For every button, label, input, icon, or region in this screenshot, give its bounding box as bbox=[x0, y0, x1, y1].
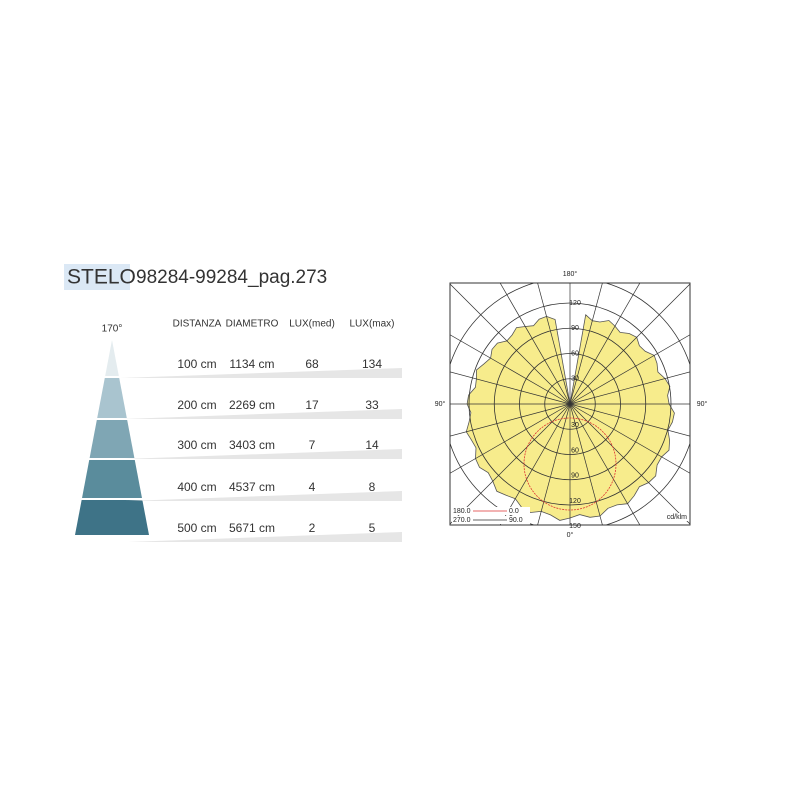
pyramid-band bbox=[82, 460, 142, 498]
unit-bg bbox=[662, 513, 688, 521]
table-cell: 4 bbox=[309, 480, 316, 494]
table-cell: 68 bbox=[305, 357, 319, 371]
table-cell: 2269 cm bbox=[229, 398, 275, 412]
column-header: LUX(med) bbox=[289, 319, 335, 330]
ring-label: 120 bbox=[569, 300, 581, 307]
ring-label: 30 bbox=[571, 422, 579, 429]
ring-label: 90 bbox=[571, 325, 579, 332]
product-name: STELO bbox=[67, 266, 136, 289]
row-divider bbox=[126, 491, 402, 501]
ring-label: 60 bbox=[571, 447, 579, 454]
ring-label: 60 bbox=[571, 350, 579, 357]
table-cell: 500 cm bbox=[177, 521, 216, 535]
ring-label: 120 bbox=[569, 498, 581, 505]
spoke bbox=[569, 403, 690, 437]
table-cell: 400 cm bbox=[177, 480, 216, 494]
table-cell: 2 bbox=[309, 521, 316, 535]
spoke bbox=[569, 403, 603, 525]
unit-label: cd/klm bbox=[667, 514, 687, 521]
column-header: DISTANZA bbox=[173, 319, 222, 330]
polar-diagram: 180° 0° 90° 90° 120 90 60 30 30 60 90 120 150 180.0 0.… bbox=[435, 270, 708, 539]
table-cell: 7 bbox=[309, 438, 316, 452]
spoke bbox=[537, 403, 571, 525]
ring-label: 150 bbox=[569, 523, 581, 530]
table-cell: 5 bbox=[369, 521, 376, 535]
product-code: 98284-99284_pag.273 bbox=[136, 267, 327, 288]
table-cell: 100 cm bbox=[177, 357, 216, 371]
legend-label: 0.0 bbox=[509, 508, 519, 515]
spoke bbox=[450, 403, 571, 437]
legend-label: 270.0 bbox=[453, 517, 471, 524]
table-cell: 1134 cm bbox=[229, 357, 274, 371]
table-cell: 200 cm bbox=[177, 398, 216, 412]
undefined: 0° bbox=[567, 531, 574, 539]
spoke bbox=[569, 334, 690, 405]
undefined: 90° bbox=[435, 400, 446, 408]
spoke bbox=[450, 403, 571, 474]
table-cell: 17 bbox=[305, 398, 319, 412]
c-plane-curve bbox=[523, 417, 617, 511]
pyramid-band bbox=[89, 420, 135, 458]
row-divider bbox=[124, 449, 402, 459]
table-cell: 8 bbox=[369, 480, 376, 494]
spoke bbox=[569, 403, 690, 525]
spoke bbox=[537, 283, 571, 405]
legend-label: 90.0 bbox=[509, 517, 523, 524]
undefined: 180° bbox=[563, 270, 578, 278]
column-header: DIAMETRO bbox=[226, 319, 279, 330]
table-cell: 33 bbox=[365, 398, 379, 412]
pyramid-band bbox=[105, 340, 119, 376]
table-cell: 134 bbox=[362, 357, 382, 371]
spoke bbox=[450, 403, 571, 525]
spoke bbox=[499, 283, 571, 405]
spoke bbox=[569, 283, 603, 405]
spoke bbox=[569, 403, 690, 474]
beam-angle: 170° bbox=[102, 324, 123, 335]
ring-label: 90 bbox=[571, 473, 579, 480]
frame bbox=[449, 282, 691, 526]
ring-label: 30 bbox=[571, 376, 579, 383]
row-divider bbox=[128, 532, 402, 542]
row-divider bbox=[122, 409, 402, 419]
spoke bbox=[569, 283, 641, 405]
pyramid-band bbox=[97, 378, 127, 418]
spoke bbox=[569, 283, 690, 405]
row-divider bbox=[120, 368, 402, 378]
spoke bbox=[450, 283, 571, 405]
spoke bbox=[450, 371, 571, 405]
polar-grid bbox=[450, 283, 690, 525]
title-highlight bbox=[64, 264, 130, 290]
column-header: LUX(max) bbox=[349, 319, 394, 330]
table-cell: 300 cm bbox=[177, 438, 216, 452]
legend-label: 180.0 bbox=[453, 508, 471, 515]
table: DISTANZA DIAMETRO LUX(med) LUX(max) 100 cm 11… bbox=[120, 319, 402, 542]
spoke bbox=[569, 371, 690, 405]
table-cell: 5671 cm bbox=[229, 521, 275, 535]
table-cell: 3403 cm bbox=[229, 438, 275, 452]
beam-pyramid bbox=[75, 340, 149, 535]
spoke bbox=[450, 334, 571, 405]
pyramid-band bbox=[75, 500, 149, 535]
spoke bbox=[499, 403, 571, 525]
undefined: 90° bbox=[697, 400, 708, 408]
table-cell: 14 bbox=[365, 438, 379, 452]
table-cell: 4537 cm bbox=[229, 480, 275, 494]
spoke bbox=[569, 403, 641, 525]
